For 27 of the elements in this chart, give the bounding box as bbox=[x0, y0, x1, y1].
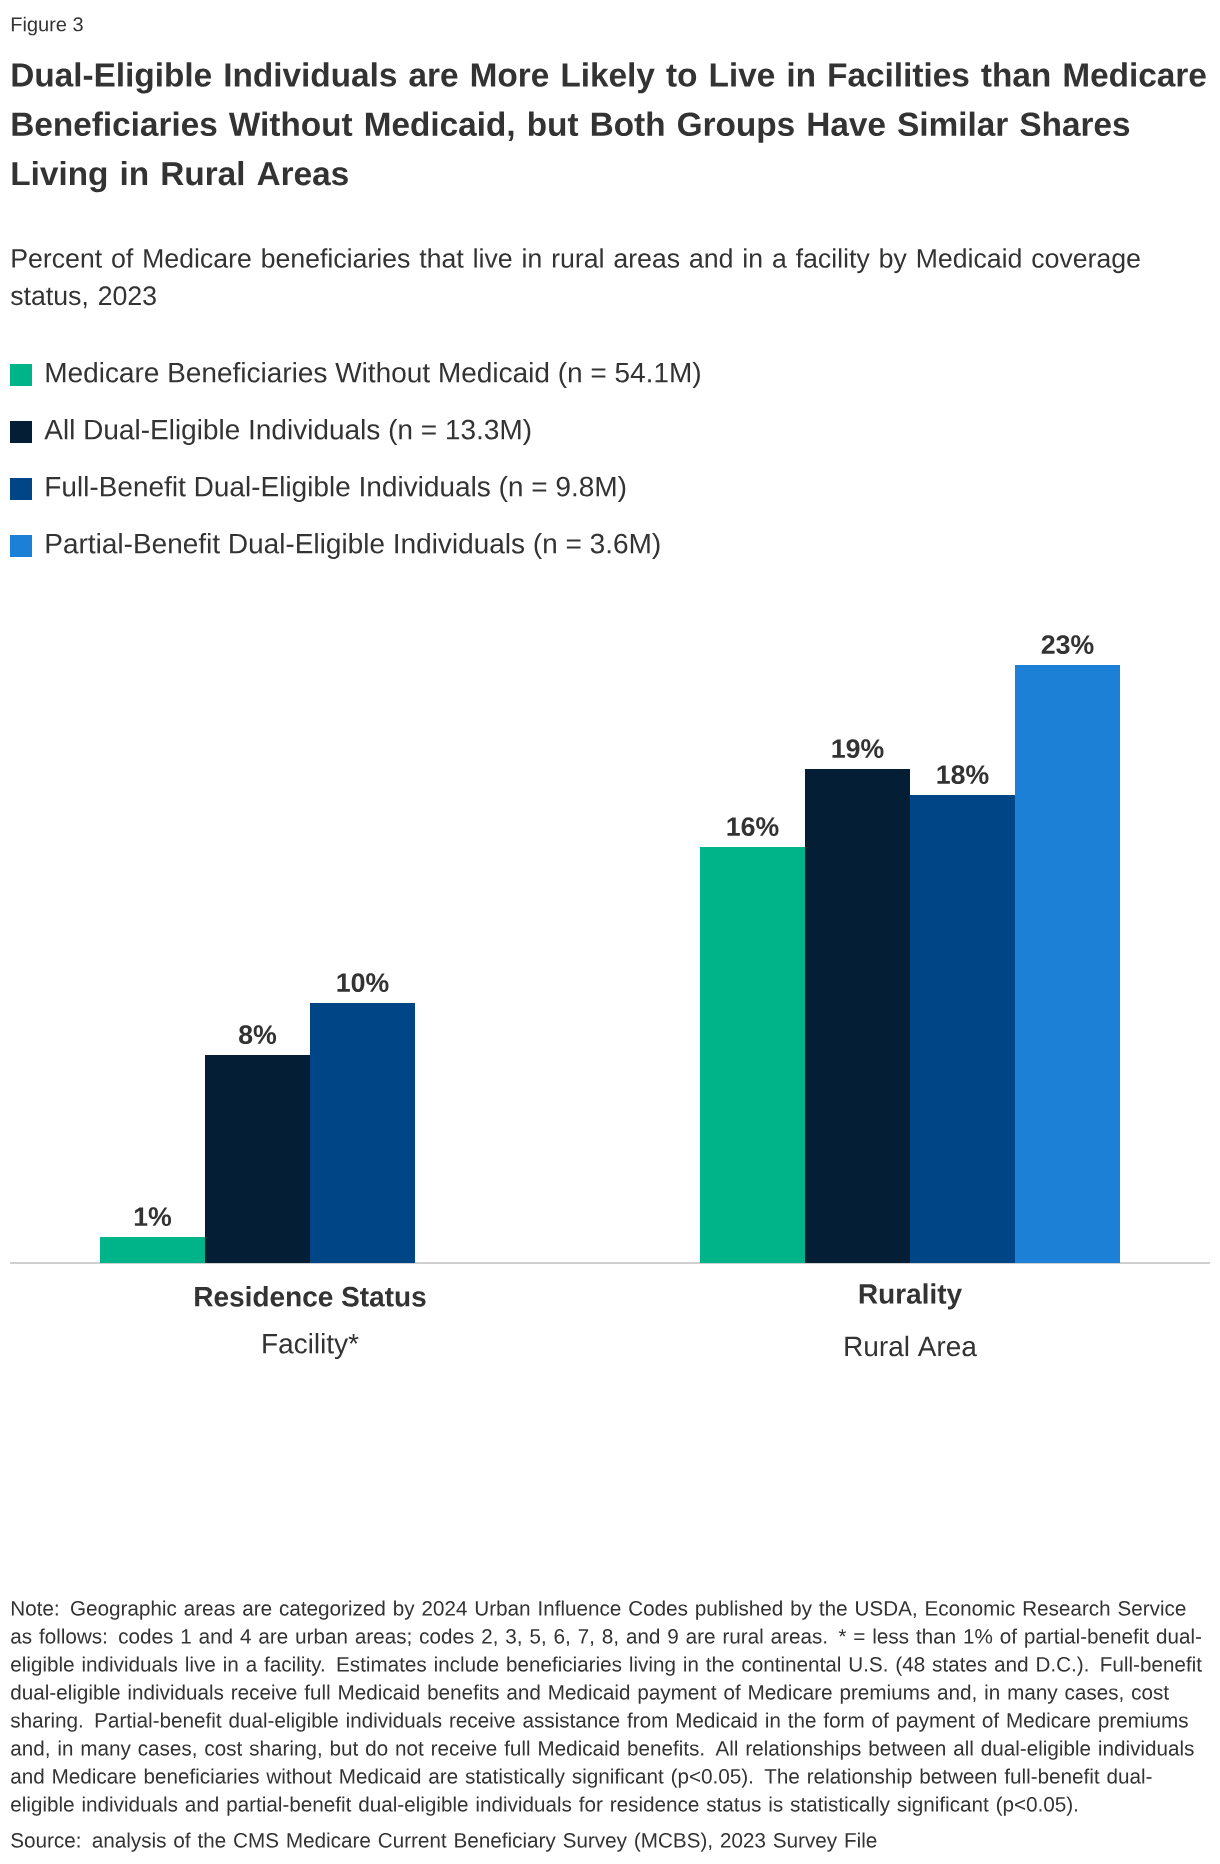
x-tick-label: Rural Area bbox=[845, 1335, 977, 1357]
data-label: 16% bbox=[727, 817, 779, 837]
bar bbox=[1015, 665, 1120, 1264]
x-tick-label: Facility* bbox=[263, 1333, 359, 1360]
bar bbox=[310, 1003, 415, 1264]
text: Residence Status bbox=[195, 1286, 426, 1307]
chart-subtitle: Percent of Medicare beneficiaries that live in rural areas and in a facility by Medicaid coverage status, 2023 bbox=[11, 248, 1140, 309]
data-label: 19% bbox=[832, 739, 884, 759]
legend-label: Full-Benefit Dual-Eligible Individuals (n = 9.8M) bbox=[46, 475, 626, 503]
bar bbox=[805, 769, 910, 1264]
caption: Figure 3 bbox=[11, 16, 83, 36]
data-label: 8% bbox=[239, 1025, 277, 1045]
bar bbox=[100, 1237, 205, 1264]
legend-label: Partial-Benefit Dual-Eligible Individuals (n = 3.6M) bbox=[46, 532, 660, 560]
source-note: Source: analysis of the CMS Medicare Current Beneficiary Survey (MCBS), 2023 Survey File bbox=[11, 1832, 877, 1852]
data-label: 10% bbox=[337, 973, 389, 993]
bar bbox=[205, 1055, 310, 1264]
data-label: 23% bbox=[1041, 635, 1094, 655]
bar bbox=[910, 795, 1015, 1264]
chart-title: Dual-Eligible Individuals are More Likely to Live in Facilities than Medicare Beneficiaries Without Medicaid, but Both Groups Have Similar Shares Living in Rural Areas bbox=[12, 62, 1206, 193]
data-label: 18% bbox=[937, 765, 989, 785]
legend-label: Medicare Beneficiaries Without Medicaid (n = 54.1M) bbox=[46, 361, 700, 389]
bar bbox=[700, 847, 805, 1264]
legend-label: All Dual-Eligible Individuals (n = 13.3M) bbox=[44, 418, 531, 446]
text: Rurality bbox=[859, 1283, 962, 1310]
data-label: 1% bbox=[134, 1207, 172, 1227]
text: Note: Geographic areas are categorized by 2024 Urban Influence Codes published by the USDA, Economic Research Service as follows: codes 1 and 4 are urban areas; codes 2, 3, 5, 6, 7, 8, and 9 are rural areas. * = less than 1% of partial-benefit dual-eligible individuals live in a facility. Estimates include beneficiaries living in the continental U.S. (48 states and D.C.). Full-benefit dual-eligible individuals receive full Medicaid benefits and Medicaid payment of Medicare premiums and, in many cases, cost sharing. Partial-benefit dual-eligible individuals receive assistance from Medicaid in the form of payment of Medicare premiums and, in many cases, cost sharing, but do not receive full Medicaid benefits. All relationships between all dual-eligible individuals and Medicare beneficiaries without Medicaid are statistically significant (p<0.05). The relationship between full-benefit dual-eligible individuals and partial-benefit dual-eligible individuals for residence status is statistically significant (p<0.05). bbox=[10, 1600, 1202, 1816]
